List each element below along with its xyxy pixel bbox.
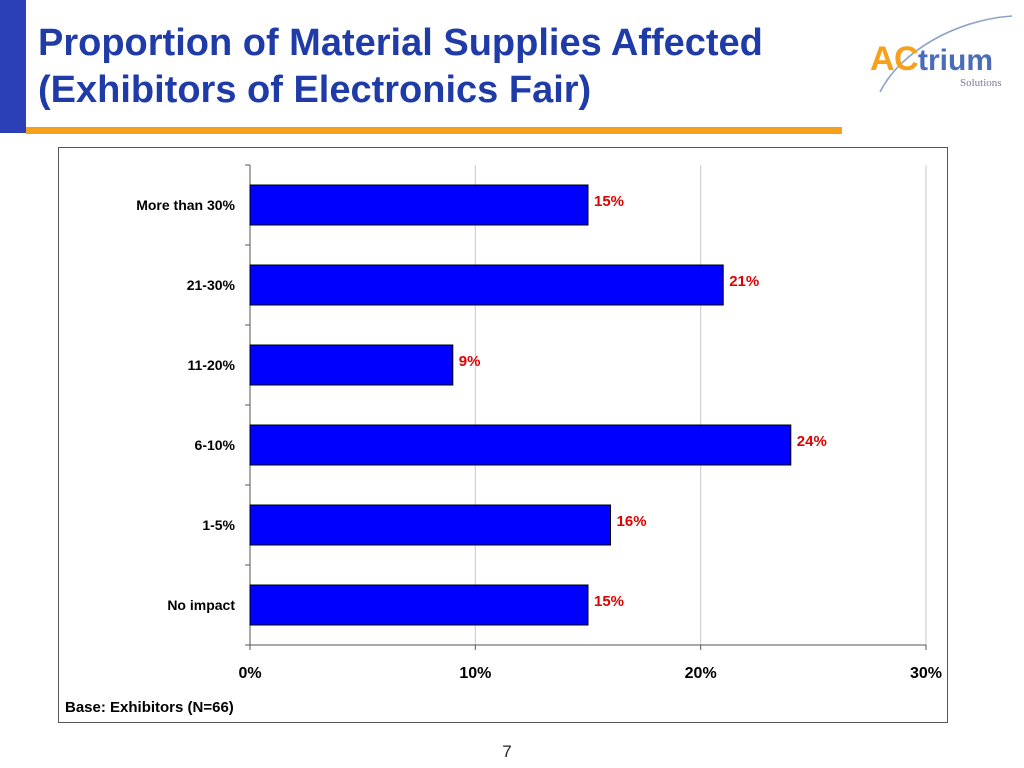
logo-letter-c: C — [894, 40, 919, 78]
category-label: More than 30% — [136, 197, 235, 213]
chart-frame: 0% 10% 20% 30% More than 30% 15% 21-30% 21% 11-2… — [58, 147, 948, 723]
x-tick-label: 0% — [238, 665, 261, 682]
category-label: 6-10% — [195, 437, 236, 453]
data-label: 9% — [459, 353, 481, 370]
category-label: 21-30% — [187, 277, 236, 293]
slide-title-line-1: Proportion of Material Supplies Affected — [38, 22, 763, 64]
logo-swoosh — [879, 15, 1013, 93]
data-label: 24% — [797, 433, 827, 450]
logo-subtitle: Solutions — [960, 77, 1002, 89]
bar — [249, 344, 454, 386]
category-label: No impact — [167, 597, 235, 613]
logo-letter-a: A — [870, 40, 895, 78]
slide-title-line-2: (Exhibitors of Electronics Fair) — [38, 69, 592, 111]
base-note: Base: Exhibitors (N=66) — [65, 699, 234, 716]
title-underline — [26, 127, 842, 134]
data-label: 15% — [594, 193, 624, 210]
data-label: 15% — [594, 593, 624, 610]
left-accent-bar — [0, 0, 26, 133]
category-label: 11-20% — [188, 357, 236, 373]
data-label: 16% — [617, 513, 647, 530]
x-tick-label: 30% — [910, 665, 942, 682]
x-tick-label: 20% — [685, 665, 717, 682]
bar-chart: 0% 10% 20% 30% More than 30% 15% 21-30% 21% 11-2… — [65, 164, 942, 716]
page-number: 7 — [502, 742, 512, 761]
category-label: 1-5% — [202, 517, 235, 533]
data-label: 21% — [729, 273, 759, 290]
slide-title: Proportion of Material Supplies Affected… — [38, 20, 763, 114]
actrium-logo: A C trium Solutions — [870, 15, 1013, 93]
logo-wordmark: trium — [918, 44, 993, 77]
bar — [249, 584, 589, 626]
bar — [249, 424, 792, 466]
x-tick-label: 10% — [459, 665, 491, 682]
bar — [249, 504, 612, 546]
bar — [249, 184, 589, 226]
bar — [249, 264, 724, 306]
